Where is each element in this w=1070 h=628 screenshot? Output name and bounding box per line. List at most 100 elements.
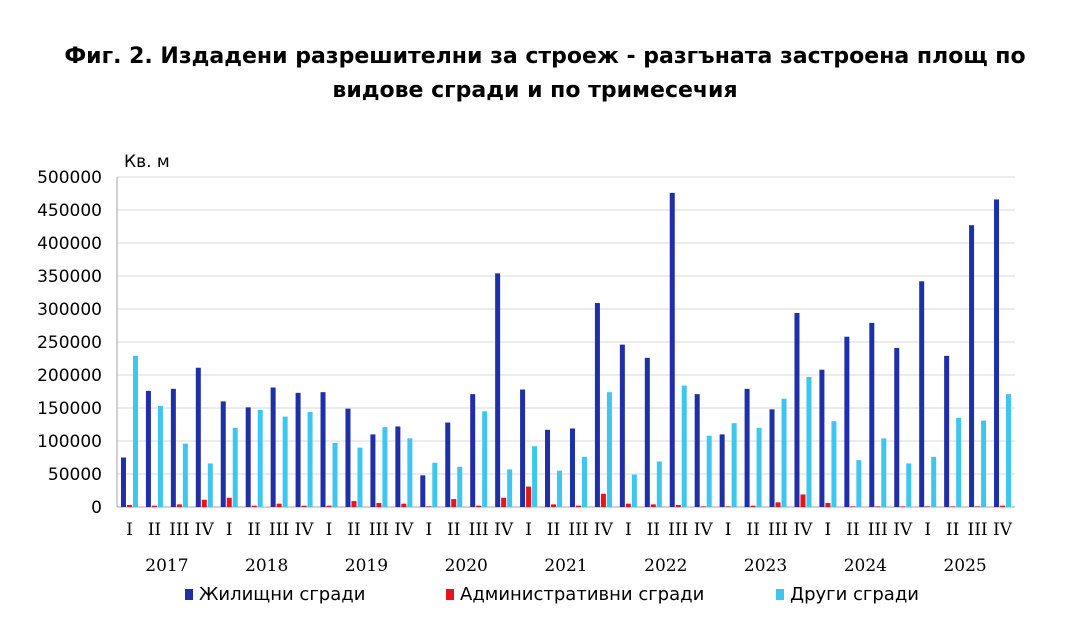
x-tick-quarter: III — [469, 520, 489, 540]
x-tick-quarter: I — [326, 520, 333, 540]
bar-residential — [994, 199, 1000, 507]
bar-other — [157, 406, 163, 507]
bar-residential — [569, 428, 575, 507]
bar-administrative — [276, 503, 282, 507]
legend-swatch-administrative — [446, 589, 454, 600]
bar-residential — [894, 347, 900, 507]
legend-label-residential: Жилищни сгради — [199, 584, 366, 605]
bar-administrative — [301, 505, 307, 507]
x-tick-quarter: III — [868, 520, 888, 540]
x-tick-quarter: II — [148, 520, 161, 540]
x-tick-quarter: II — [247, 520, 260, 540]
bar-administrative — [226, 497, 232, 507]
x-tick-quarter: IV — [195, 520, 215, 540]
x-tick-quarter: I — [425, 520, 432, 540]
bar-residential — [919, 281, 925, 507]
bar-administrative — [551, 504, 557, 507]
chart-title-line-2: видове сгради и по тримесечия — [332, 78, 738, 103]
y-tick-label: 450000 — [37, 201, 102, 221]
bar-residential — [245, 407, 251, 507]
bar-residential — [395, 426, 401, 507]
bar-administrative — [201, 499, 207, 507]
bar-residential — [819, 369, 825, 507]
bar-administrative — [825, 503, 831, 507]
legend-label-other: Други сгради — [790, 584, 919, 605]
x-tick-quarter: II — [946, 520, 959, 540]
bar-residential — [195, 367, 201, 507]
x-tick-quarter: III — [269, 520, 289, 540]
bar-administrative — [151, 505, 157, 507]
x-tick-quarter: IV — [793, 520, 813, 540]
x-tick-quarter: IV — [394, 520, 414, 540]
bar-other — [806, 376, 812, 507]
bar-other — [507, 469, 513, 507]
bar-residential — [844, 336, 850, 507]
x-tick-quarter: III — [968, 520, 988, 540]
bar-administrative — [975, 506, 981, 507]
x-tick-quarter: III — [169, 520, 189, 540]
x-tick-quarter: II — [846, 520, 859, 540]
bar-administrative — [501, 497, 507, 507]
bar-other — [457, 466, 463, 507]
bar-other — [831, 421, 837, 507]
bar-residential — [794, 312, 800, 507]
x-tick-quarter: III — [369, 520, 389, 540]
bar-residential — [295, 392, 301, 507]
x-tick-quarter: II — [347, 520, 360, 540]
bar-other — [357, 447, 363, 507]
bar-other — [407, 438, 413, 507]
bar-other — [606, 392, 612, 507]
x-tick-quarter: IV — [594, 520, 614, 540]
y-tick-label: 0 — [91, 498, 102, 518]
x-tick-quarter: I — [226, 520, 233, 540]
x-tick-quarter: II — [647, 520, 660, 540]
bar-other — [482, 411, 488, 507]
bar-administrative — [451, 499, 457, 507]
x-tick-year: 2024 — [844, 556, 887, 576]
bar-residential — [495, 273, 501, 507]
bar-other — [931, 456, 937, 507]
x-tick-quarter: III — [668, 520, 688, 540]
bar-administrative — [925, 506, 931, 507]
bar-residential — [420, 475, 426, 507]
bar-other — [981, 420, 987, 507]
legend-swatch-residential — [185, 589, 193, 600]
y-tick-label: 400000 — [37, 234, 102, 254]
y-tick-label: 100000 — [37, 432, 102, 452]
y-tick-label: 350000 — [37, 267, 102, 287]
bar-residential — [445, 422, 451, 507]
bar-other — [631, 474, 637, 507]
bar-residential — [944, 355, 950, 507]
x-tick-quarter: IV — [295, 520, 315, 540]
y-tick-label: 500000 — [37, 168, 102, 188]
x-tick-year: 2019 — [345, 556, 388, 576]
chart-legend: Жилищни сгради Административни сгради Др… — [0, 584, 1070, 610]
bar-residential — [644, 357, 650, 507]
bar-residential — [694, 394, 700, 507]
bar-residential — [669, 192, 675, 507]
bar-administrative — [326, 505, 332, 507]
x-tick-year: 2017 — [145, 556, 188, 576]
legend-item-administrative: Административни сгради — [446, 584, 704, 605]
bar-residential — [520, 389, 526, 507]
bar-administrative — [625, 503, 631, 507]
legend-item-residential: Жилищни сгради — [185, 584, 365, 605]
x-tick-quarter: I — [625, 520, 632, 540]
bar-administrative — [401, 503, 407, 507]
bar-other — [382, 427, 388, 507]
x-tick-year: 2025 — [943, 556, 986, 576]
bar-other — [781, 398, 787, 507]
bar-other — [532, 446, 538, 507]
bar-residential — [170, 388, 176, 507]
bar-administrative — [575, 505, 581, 507]
bar-residential — [869, 322, 875, 507]
bar-residential — [969, 225, 975, 507]
bar-residential — [719, 434, 725, 507]
bar-other — [581, 456, 587, 507]
bar-administrative — [950, 506, 956, 507]
bar-other — [681, 385, 687, 507]
legend-swatch-other — [776, 589, 784, 600]
bar-administrative — [176, 504, 182, 507]
x-tick-quarter: I — [126, 520, 133, 540]
x-tick-quarter: IV — [694, 520, 714, 540]
